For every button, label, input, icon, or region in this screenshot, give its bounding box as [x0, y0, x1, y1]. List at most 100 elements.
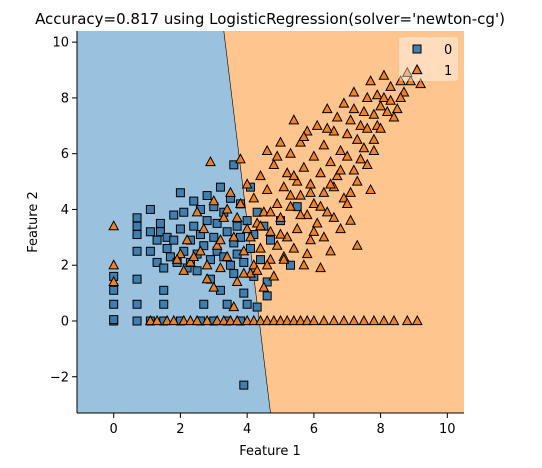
point-class-1 — [238, 245, 250, 256]
point-class-1 — [191, 314, 203, 326]
point-class-1 — [301, 208, 313, 220]
point-class-0 — [175, 224, 185, 234]
point-class-1 — [368, 314, 380, 326]
point-class-1 — [381, 105, 393, 116]
point-class-1 — [275, 211, 286, 222]
point-class-1 — [188, 250, 200, 261]
point-class-1 — [395, 91, 407, 103]
point-class-1 — [341, 150, 353, 161]
point-class-0 — [286, 260, 296, 270]
point-class-1 — [258, 206, 270, 217]
point-class-1 — [368, 133, 380, 144]
point-class-1 — [281, 231, 293, 242]
x-tick-label: 2 — [176, 422, 184, 437]
point-class-1 — [315, 261, 326, 273]
point-class-0 — [239, 257, 249, 267]
point-class-1 — [338, 192, 350, 203]
point-class-1 — [195, 245, 206, 256]
point-class-1 — [378, 69, 390, 80]
point-class-0 — [262, 277, 272, 287]
point-class-1 — [215, 261, 226, 273]
y-tick-label: 4 — [61, 203, 69, 218]
point-class-1 — [401, 66, 413, 77]
point-class-1 — [358, 142, 370, 153]
point-class-1 — [211, 239, 223, 250]
point-class-1 — [208, 281, 220, 292]
series-class-1 — [108, 63, 427, 326]
point-class-1 — [241, 314, 253, 326]
point-class-1 — [235, 197, 246, 208]
y-tick-label: 10 — [52, 36, 69, 51]
point-class-1 — [388, 314, 400, 326]
point-class-1 — [328, 314, 340, 326]
point-class-1 — [378, 314, 390, 326]
point-class-1 — [355, 119, 367, 130]
point-class-0 — [232, 221, 242, 231]
point-class-1 — [228, 231, 240, 242]
point-class-1 — [108, 259, 120, 270]
point-class-1 — [288, 242, 300, 253]
point-class-1 — [325, 178, 336, 189]
point-class-1 — [368, 108, 380, 119]
y-axis-label: Feature 2 — [26, 191, 41, 253]
point-class-0 — [109, 299, 119, 309]
point-class-0 — [222, 227, 232, 237]
point-class-1 — [265, 253, 276, 264]
point-class-1 — [288, 314, 300, 326]
point-class-0 — [132, 274, 142, 284]
point-class-0 — [239, 380, 249, 390]
point-class-1 — [351, 133, 363, 144]
point-class-1 — [368, 144, 380, 155]
point-class-1 — [178, 314, 190, 326]
point-class-1 — [268, 314, 280, 326]
point-class-1 — [218, 314, 230, 326]
x-tick-label: 4 — [243, 422, 251, 437]
legend: 01 — [399, 37, 458, 81]
point-class-1 — [318, 139, 330, 150]
point-class-0 — [229, 160, 239, 170]
point-class-1 — [295, 136, 306, 147]
point-class-1 — [201, 314, 213, 326]
point-class-0 — [155, 218, 165, 228]
point-class-0 — [252, 302, 262, 312]
point-class-1 — [308, 225, 320, 236]
point-class-1 — [174, 248, 186, 259]
point-class-1 — [271, 197, 283, 208]
point-class-1 — [318, 186, 330, 197]
point-class-1 — [325, 245, 336, 256]
point-class-1 — [375, 100, 387, 111]
point-class-1 — [361, 91, 373, 103]
point-class-1 — [278, 181, 290, 192]
point-class-1 — [255, 242, 266, 253]
point-class-1 — [351, 239, 363, 250]
point-class-1 — [395, 75, 407, 86]
point-class-0 — [215, 182, 225, 192]
point-class-1 — [168, 314, 180, 326]
point-class-1 — [248, 192, 260, 203]
point-class-1 — [265, 225, 276, 236]
point-class-1 — [308, 150, 320, 161]
point-class-1 — [328, 125, 340, 136]
point-class-0 — [192, 266, 202, 276]
point-class-0 — [132, 316, 142, 326]
point-class-1 — [275, 228, 286, 239]
point-class-0 — [132, 230, 142, 240]
point-class-1 — [288, 114, 300, 125]
point-class-1 — [238, 267, 250, 278]
point-class-0 — [132, 221, 142, 231]
point-class-1 — [288, 169, 300, 181]
y-tick-label: 8 — [61, 91, 69, 106]
legend-label-0: 0 — [444, 43, 452, 58]
point-class-1 — [365, 75, 377, 86]
point-class-1 — [328, 211, 340, 222]
point-class-1 — [311, 119, 323, 130]
point-class-1 — [258, 281, 270, 292]
point-class-1 — [355, 153, 367, 164]
point-class-1 — [325, 155, 336, 167]
point-class-1 — [298, 130, 310, 142]
point-class-0 — [199, 299, 209, 309]
point-class-1 — [305, 234, 316, 245]
point-class-1 — [268, 158, 280, 169]
point-class-1 — [285, 200, 296, 211]
point-class-1 — [201, 273, 213, 284]
